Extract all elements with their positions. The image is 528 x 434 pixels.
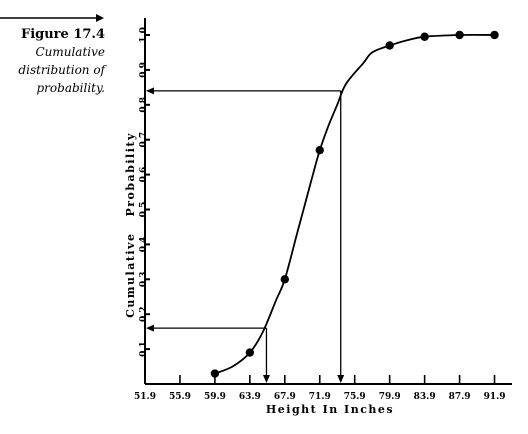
y-ticks: 0.1 0.2 0.3 0.4 0.5 0.6 0.7 0.8 0.9 1.0	[139, 27, 150, 357]
x-tick-label: 83.9	[414, 392, 436, 402]
x-tick-label: 91.9	[484, 392, 506, 402]
y-tick-label: 0.1	[139, 341, 149, 357]
x-ticks: 51.9 55.9 59.9 63.9 67.9 71.9 75.9 79.9 83.9 87.9…	[134, 375, 505, 402]
cumulative-curve	[214, 33, 495, 375]
caption-line-2: distribution of	[18, 63, 107, 77]
x-tick-label: 75.9	[344, 392, 366, 402]
caption-line-1: Cumulative	[35, 45, 105, 59]
y-tick-label: 0.9	[139, 62, 149, 78]
y-tick-label: 0.7	[139, 132, 149, 148]
y-tick-label: 0.4	[139, 237, 149, 253]
guide-lines	[146, 87, 345, 383]
data-points	[210, 30, 499, 378]
guide-arrow-down-icon	[262, 375, 270, 383]
guide-arrow-left-icon	[146, 324, 154, 332]
y-tick-label: 0.5	[139, 202, 149, 218]
x-tick-label: 79.9	[379, 392, 401, 402]
caption-title: Figure 17.4	[21, 27, 105, 42]
y-tick-label: 0.8	[139, 97, 149, 113]
caption-line-3: probability.	[37, 81, 106, 95]
figure-caption: Figure 17.4 Cumulative distribution of p…	[0, 14, 108, 95]
y-axis-label: Cumulative Probability	[124, 132, 137, 318]
x-tick-label: 51.9	[134, 392, 156, 402]
data-point	[245, 348, 255, 357]
data-point	[490, 30, 499, 40]
y-tick-label: 0.3	[139, 271, 149, 287]
y-tick-label: 1.0	[139, 27, 149, 43]
x-tick-label: 87.9	[449, 392, 471, 402]
guide-arrow-down-icon	[337, 375, 345, 383]
data-point	[280, 275, 290, 284]
guide-arrow-left-icon	[146, 87, 154, 95]
y-tick-label: 0.2	[139, 306, 149, 322]
axes	[144, 18, 512, 385]
x-tick-label: 59.9	[204, 392, 226, 402]
caption-arrow-icon	[96, 14, 104, 22]
x-tick-label: 55.9	[169, 392, 191, 402]
data-point	[455, 30, 464, 40]
data-point	[385, 41, 394, 50]
x-tick-label: 63.9	[239, 392, 261, 402]
x-axis-label: Height In Inches	[266, 403, 394, 416]
data-point	[210, 369, 220, 378]
x-tick-label: 71.9	[309, 392, 331, 402]
y-tick-label: 0.6	[139, 167, 149, 183]
data-point	[315, 145, 324, 155]
data-point	[420, 32, 429, 41]
x-tick-label: 67.9	[274, 392, 296, 402]
